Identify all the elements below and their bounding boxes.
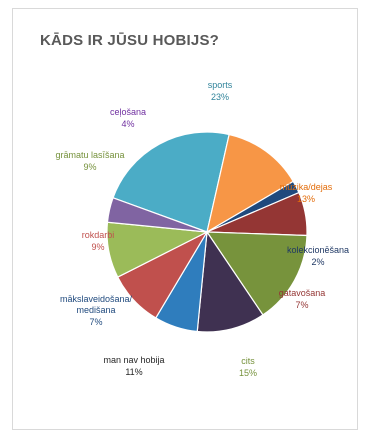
pie-slice-muzika-dejas [206,133,295,234]
data-label-kolekcionesana: kolekcionēšana 2% [287,245,349,267]
data-label-sports: sports 23% [208,80,233,102]
pie-slice-celosana [106,197,208,233]
data-label-muzika-dejas: mūzika/dejas 13% [280,182,333,204]
data-label-man-nav-hobija: man nav hobija 11% [103,355,164,377]
data-label-rokdarbi: rokdarbi 9% [82,230,115,252]
data-label-celosana: ceļošana 4% [110,107,146,129]
data-label-cits: cits 15% [239,356,257,378]
data-label-gatavosana: gatavošana 7% [279,288,326,310]
pie-slice-cits [205,231,308,316]
data-label-gramatu-lasisana: grāmatu lasīšana 9% [55,150,124,172]
chart-title: KĀDS IR JŪSU HOBIJS? [40,32,220,49]
pie-slice-sports [112,131,230,233]
data-label-makslaveidosana-medisana: mākslaveidošana/medišana 7% [60,294,133,327]
pie-slice-man-nav-hobija [196,230,264,333]
